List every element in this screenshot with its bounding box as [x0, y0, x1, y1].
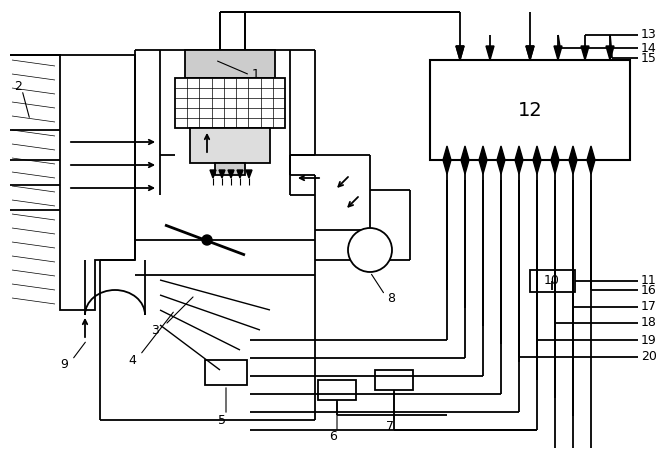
Bar [318, 380, 356, 400]
Text: 1: 1 [252, 68, 260, 80]
Text: 2: 2 [14, 79, 22, 92]
Bar [530, 270, 575, 292]
Bar [175, 78, 285, 128]
Text: 15: 15 [641, 51, 657, 64]
Polygon shape [461, 146, 469, 160]
Polygon shape [246, 170, 252, 178]
Polygon shape [237, 170, 243, 178]
Text: 6: 6 [329, 431, 337, 444]
Polygon shape [479, 146, 487, 160]
Bar [430, 60, 630, 160]
Polygon shape [497, 160, 505, 174]
Polygon shape [526, 46, 534, 60]
Polygon shape [587, 160, 595, 174]
Polygon shape [443, 146, 451, 160]
Polygon shape [533, 160, 541, 174]
Polygon shape [497, 146, 505, 160]
Polygon shape [443, 160, 451, 174]
Polygon shape [606, 46, 614, 60]
Polygon shape [554, 46, 562, 60]
Polygon shape [533, 146, 541, 160]
Text: 16: 16 [641, 283, 657, 297]
Polygon shape [569, 160, 577, 174]
Polygon shape [456, 46, 464, 60]
Circle shape [202, 235, 212, 245]
Text: 18: 18 [641, 317, 657, 330]
Bar [190, 128, 270, 163]
Polygon shape [10, 55, 135, 310]
Bar [375, 370, 413, 390]
Text: 12: 12 [518, 100, 542, 120]
Text: 3: 3 [151, 324, 159, 337]
Polygon shape [486, 46, 494, 60]
Text: 10: 10 [544, 275, 560, 288]
Text: 7: 7 [386, 420, 394, 433]
Bar [215, 163, 245, 175]
Polygon shape [526, 46, 534, 60]
Polygon shape [219, 170, 225, 178]
Text: 4: 4 [128, 354, 136, 367]
Polygon shape [479, 160, 487, 174]
Text: 13: 13 [641, 28, 657, 42]
Polygon shape [515, 146, 523, 160]
Text: 9: 9 [60, 359, 68, 372]
Bar [205, 360, 247, 385]
Text: 8: 8 [387, 291, 395, 304]
Polygon shape [456, 46, 464, 60]
Polygon shape [228, 170, 234, 178]
Text: 17: 17 [641, 300, 657, 313]
Text: 11: 11 [641, 275, 657, 288]
Text: 19: 19 [641, 333, 657, 347]
Polygon shape [515, 160, 523, 174]
Polygon shape [210, 170, 216, 178]
Polygon shape [551, 146, 559, 160]
Polygon shape [551, 160, 559, 174]
Text: 5: 5 [218, 413, 226, 426]
Circle shape [348, 228, 392, 272]
Polygon shape [569, 146, 577, 160]
Polygon shape [581, 46, 589, 60]
Bar [185, 50, 275, 78]
Polygon shape [587, 146, 595, 160]
Polygon shape [461, 160, 469, 174]
Text: 20: 20 [641, 351, 657, 363]
Text: 14: 14 [641, 42, 657, 55]
